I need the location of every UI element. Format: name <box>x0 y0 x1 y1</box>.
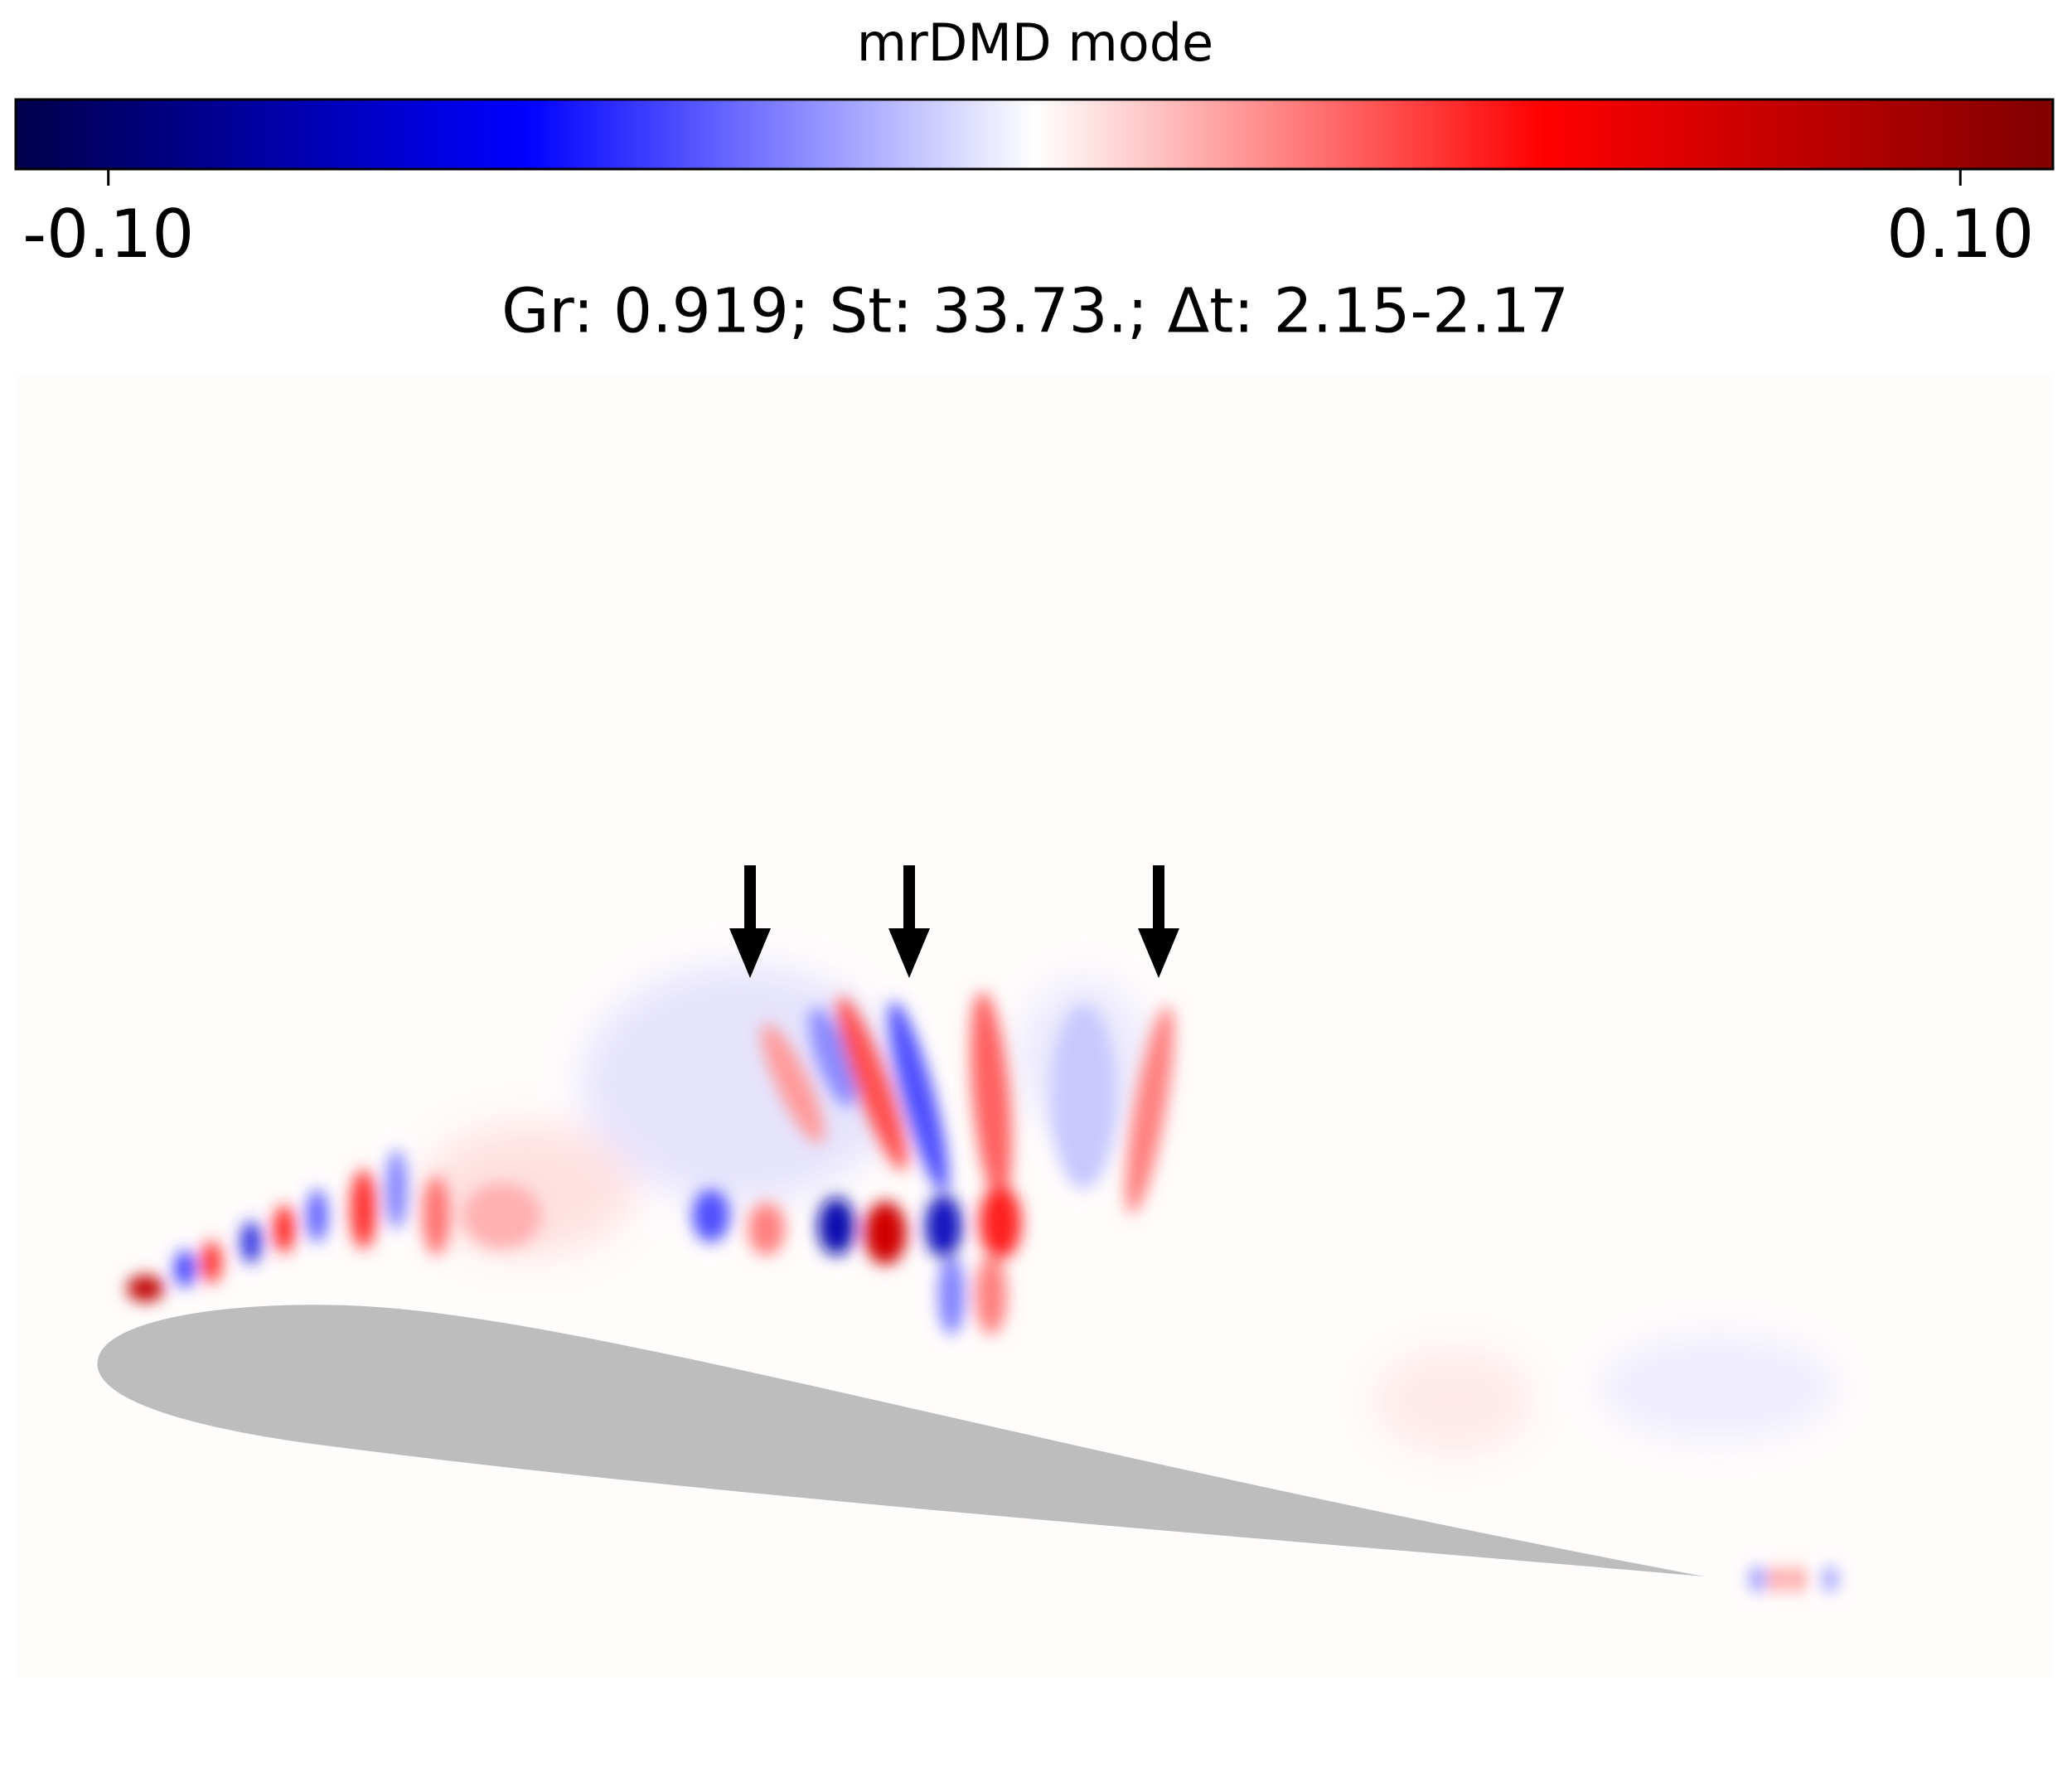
colorbar-tick-label: 0.10 <box>1886 196 2034 273</box>
arrows <box>729 865 1179 978</box>
colorbar <box>14 98 2055 171</box>
colorbar-tick-label: -0.10 <box>22 196 194 273</box>
field <box>16 374 2053 1678</box>
colorbar-title: mrDMD mode <box>857 12 1213 73</box>
subtitle: Gr: 0.919; St: 33.73.; Δt: 2.15-2.17 <box>501 276 1569 347</box>
airfoil <box>97 1305 1705 1576</box>
